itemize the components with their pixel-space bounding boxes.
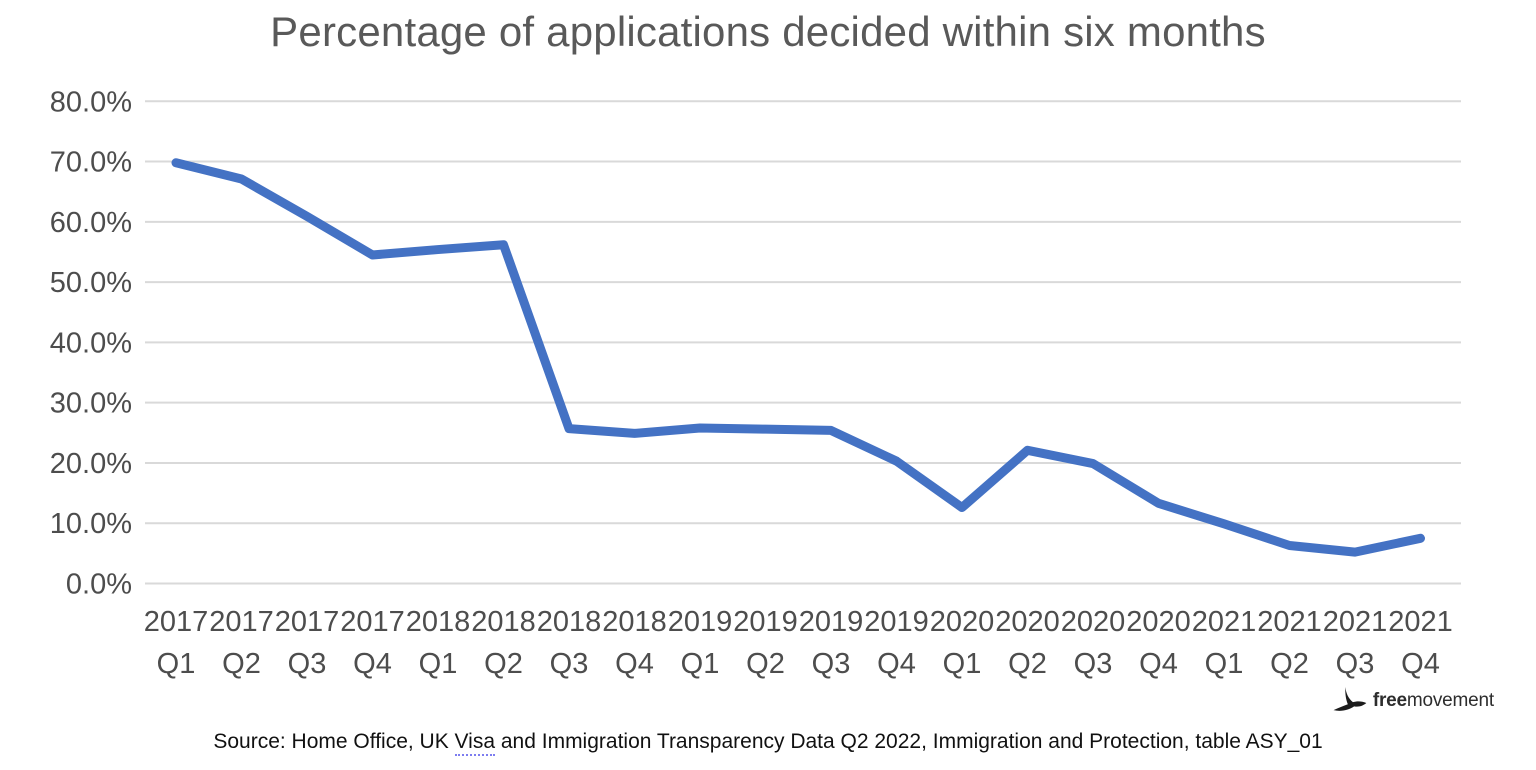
x-axis-label-quarter: Q2 <box>484 648 523 680</box>
x-axis-label-quarter: Q3 <box>550 648 589 680</box>
x-axis-label-year: 2018 <box>602 606 667 638</box>
x-axis-label-year: 2021 <box>1257 606 1322 638</box>
x-axis-label-year: 2021 <box>1323 606 1388 638</box>
logo-text-movement: movement <box>1406 689 1494 711</box>
x-axis-label-quarter: Q1 <box>943 648 982 680</box>
freemovement-logo: freemovement <box>1331 686 1494 715</box>
x-axis-label-quarter: Q4 <box>877 648 916 680</box>
x-axis-label-quarter: Q3 <box>1336 648 1375 680</box>
x-axis-label-quarter: Q4 <box>615 648 654 680</box>
logo-text-free: free <box>1372 689 1407 711</box>
x-axis-label-year: 2019 <box>733 606 798 638</box>
x-axis-label-year: 2019 <box>799 606 864 638</box>
chart-title: Percentage of applications decided withi… <box>270 8 1266 55</box>
x-axis-label-year: 2017 <box>275 606 340 638</box>
x-axis-label-year: 2017 <box>144 606 209 638</box>
x-axis-label-year: 2017 <box>209 606 274 638</box>
source-prefix: Source: Home Office, UK <box>213 730 455 753</box>
y-axis-label: 70.0% <box>50 147 132 179</box>
y-axis-label: 30.0% <box>50 388 132 420</box>
y-axis-label: 20.0% <box>50 448 132 480</box>
source-suffix: and Immigration Transparency Data Q2 202… <box>495 730 1323 753</box>
x-axis-label-year: 2020 <box>1126 606 1191 638</box>
x-axis-label-quarter: Q2 <box>222 648 261 680</box>
x-axis-label-year: 2018 <box>537 606 602 638</box>
x-axis-label-quarter: Q1 <box>157 648 196 680</box>
source-visa-word: Visa <box>454 730 496 756</box>
data-series-line <box>171 158 1425 557</box>
y-axis-label: 80.0% <box>50 86 132 118</box>
x-axis-label-quarter: Q4 <box>1401 648 1440 680</box>
x-axis-label-quarter: Q1 <box>419 648 458 680</box>
x-axis-label-year: 2018 <box>406 606 471 638</box>
x-axis-label-year: 2021 <box>1388 606 1453 638</box>
x-axis-label-quarter: Q1 <box>1205 648 1244 680</box>
x-axis-label-year: 2021 <box>1192 606 1257 638</box>
x-axis-label-quarter: Q2 <box>1008 648 1047 680</box>
source-caption: Source: Home Office, UK Visa and Immigra… <box>0 730 1536 756</box>
bird-icon <box>1333 687 1367 711</box>
x-axis-label-year: 2020 <box>1061 606 1126 638</box>
x-axis-label-year: 2019 <box>864 606 929 638</box>
x-axis-label-quarter: Q2 <box>746 648 785 680</box>
x-axis-label-quarter: Q4 <box>353 648 392 680</box>
x-axis-label-year: 2020 <box>995 606 1060 638</box>
x-axis-label-year: 2019 <box>668 606 733 638</box>
logo-text: freemovement <box>1373 690 1494 712</box>
y-axis-label: 50.0% <box>50 267 132 299</box>
x-axis-label-quarter: Q3 <box>288 648 327 680</box>
x-axis-label-quarter: Q1 <box>681 648 720 680</box>
x-axis-label-year: 2018 <box>471 606 536 638</box>
x-axis-label-quarter: Q3 <box>812 648 851 680</box>
y-axis-label: 0.0% <box>66 569 132 601</box>
x-axis-label-quarter: Q4 <box>1139 648 1178 680</box>
y-axis-label: 60.0% <box>50 207 132 239</box>
y-axis-label: 40.0% <box>50 327 132 359</box>
x-axis-label-quarter: Q3 <box>1074 648 1113 680</box>
x-axis-label-year: 2020 <box>930 606 995 638</box>
x-axis-label-year: 2017 <box>340 606 405 638</box>
y-axis-label: 10.0% <box>50 508 132 540</box>
x-axis-label-quarter: Q2 <box>1270 648 1309 680</box>
